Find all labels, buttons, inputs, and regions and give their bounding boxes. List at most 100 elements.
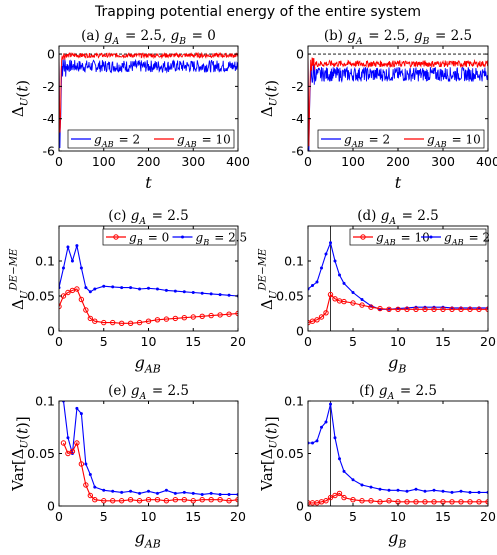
math-reset [161,528,163,547]
x-tick-label: 5 [100,509,108,524]
data-point [338,273,341,277]
plot-area [308,54,488,151]
data-point [341,298,347,305]
data-point [84,462,88,466]
x-tick-label: 15 [185,509,201,524]
y-tick-label: -4 [43,111,56,126]
y-tick-label: 0.1 [35,394,55,409]
data-point [318,314,325,320]
x-tick-label: 400 [226,154,250,169]
plot-area [59,244,238,326]
data-point [61,266,65,270]
data-point [136,498,143,504]
panel-title: (c) gA = 2.5 [108,208,188,227]
data-point [200,492,204,496]
math-symbol: g [131,208,140,224]
y-axis-label: ΔUDE−ME [257,247,279,310]
x-tick-label: 200 [386,154,410,169]
data-point [333,259,337,263]
legend: gAB = 2 gAB = 10 [317,129,485,149]
math-symbol: Δ [258,106,276,117]
data-point [342,281,346,285]
data-point [83,307,89,313]
text-part: )] [14,416,32,428]
plot-area [59,51,238,149]
data-point [449,306,455,312]
text-part: = 2.5 [396,383,437,399]
text-part: (e) [108,383,131,399]
data-point [102,488,106,492]
math-symbol: t [263,85,281,92]
text-part: Var[ [9,459,27,491]
data-point [360,298,364,301]
y-axis-label: ΔUDE−ME [8,247,30,310]
data-point [323,498,329,504]
x-tick-label: 10 [390,509,406,524]
data-point [83,482,89,488]
panel-title: (f) gA = 2.5 [359,383,437,402]
math-symbol: g [104,28,113,44]
y-tick-label: 0.1 [35,254,55,269]
data-point [311,441,314,445]
series-line-1 [308,54,488,147]
data-point [200,291,204,295]
data-point [92,318,98,324]
math-subscript: A [388,216,396,227]
data-point [235,497,238,503]
math-subscript: U [269,290,280,299]
data-point [154,497,161,503]
math-symbol: g [344,133,352,147]
series-line-0 [308,403,488,493]
data-point [332,492,338,499]
math-subscript: B [397,537,406,550]
x-tick-label: 0 [304,334,312,349]
math-subscript: B [178,36,186,47]
math-symbol: g [379,383,388,399]
y-axis-label: ΔU(t) [258,80,281,117]
x-tick-label: 20 [230,509,246,524]
math-symbol: g [177,133,185,147]
data-point [218,293,222,297]
data-point [468,490,472,494]
y-axis-label: Var[ΔU(t)] [9,416,32,491]
math-subscript: AB [144,537,161,550]
data-point [191,291,195,294]
legend-label: gB = 2.5 [196,231,248,247]
data-point [422,499,428,505]
legend-label: gAB = 10 [177,133,231,149]
y-tick-label: -2 [43,79,55,94]
panel-title: (a) gA = 2.5, gB = 0 [81,28,216,47]
data-point [386,498,392,504]
data-point [78,461,85,467]
data-point [359,498,365,504]
data-point [314,317,320,323]
data-point [87,315,94,322]
data-point [377,305,383,312]
x-axis-label: gB [388,528,408,550]
text-part: ( [14,434,32,440]
data-point [87,492,94,499]
y-tick-label: 0.1 [284,254,304,269]
math-symbol: g [94,133,102,147]
math-subscript: A [138,216,146,227]
y-tick-label: 0.05 [276,446,304,461]
text-part: ( [263,92,281,98]
math-subscript: B [202,237,209,247]
data-point [413,499,419,505]
data-point [101,498,107,504]
x-tick-label: 200 [137,154,161,169]
math-subscript: AB [144,362,161,375]
data-point [181,497,188,503]
legend-marker [113,234,119,240]
data-point [182,490,186,494]
data-point [423,489,427,493]
math-symbol: g [388,528,398,547]
y-tick-label: 0 [47,499,55,514]
data-point [102,284,106,288]
math-symbol: g [196,231,204,245]
data-point [110,319,116,326]
data-point [217,497,223,503]
math-symbol: g [129,231,137,245]
